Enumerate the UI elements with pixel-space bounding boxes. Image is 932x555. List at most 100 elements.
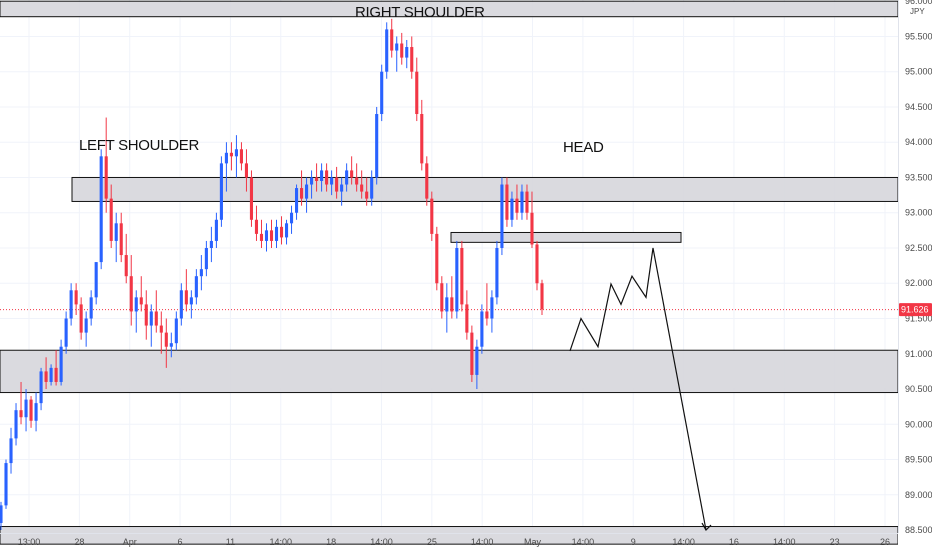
- candle-body: [375, 114, 379, 178]
- candle-body: [129, 276, 133, 312]
- time-tick-label: 28: [74, 537, 84, 547]
- time-tick-label: Apr: [123, 537, 137, 547]
- candle-body: [34, 403, 38, 421]
- candle-body: [54, 367, 58, 382]
- candle-body: [480, 311, 484, 347]
- time-tick-label: 11: [226, 537, 235, 547]
- candle-body: [104, 156, 108, 199]
- candle-body: [264, 230, 269, 241]
- candle-body: [224, 152, 228, 164]
- last-price-badge: [899, 303, 932, 317]
- price-zone: [450, 231, 682, 243]
- price-tick-label: 91.500: [905, 314, 932, 324]
- candle-body: [475, 346, 479, 375]
- candle-body: [209, 240, 213, 248]
- candle-body: [470, 332, 474, 375]
- projection-path: [569, 247, 712, 532]
- time-tick-label: 14:00: [572, 537, 595, 547]
- candle-body: [525, 191, 529, 213]
- candle-body: [244, 163, 249, 178]
- price-axis[interactable]: JPY 96.000 95.500 95.000 94.500 94.000 93.500…: [898, 0, 932, 550]
- candle-body: [435, 233, 439, 284]
- candle-body: [495, 247, 499, 298]
- candle-body: [149, 311, 153, 326]
- candle-body: [340, 184, 344, 192]
- candle-body: [520, 191, 524, 213]
- candle-body: [19, 410, 23, 418]
- candle-body: [9, 438, 13, 464]
- price-axis-background: [898, 0, 932, 550]
- candle-body: [154, 311, 158, 326]
- candle-body: [144, 304, 148, 326]
- candle-body: [29, 399, 33, 421]
- candle-body: [440, 283, 444, 312]
- candles: [0, 18, 544, 531]
- time-tick-label: 14:00: [672, 537, 695, 547]
- candle-body: [355, 177, 359, 185]
- candle-body: [254, 219, 259, 234]
- candle-body: [380, 71, 384, 115]
- candle-body: [335, 177, 339, 192]
- candle-body: [450, 297, 454, 312]
- candle-body: [284, 223, 289, 238]
- time-axis[interactable]: 13:00 28 Apr 6 11 14:00 18 14:00 25 14:00 May 14:00…: [0, 533, 898, 548]
- candle-body: [164, 332, 168, 347]
- price-tick-label: 90.000: [905, 419, 932, 429]
- candle-body: [365, 191, 369, 199]
- candle-body: [89, 297, 93, 319]
- annotations: RIGHT SHOULDER LEFT SHOULDER HEAD: [79, 4, 604, 156]
- candle-body: [59, 346, 63, 382]
- candle-body: [385, 29, 389, 72]
- right-shoulder-label: RIGHT SHOULDER: [355, 4, 485, 21]
- candle-body: [505, 184, 509, 220]
- candle-body: [189, 297, 193, 305]
- candle-body: [24, 399, 28, 418]
- candle-body: [350, 170, 354, 178]
- candle-body: [204, 247, 208, 270]
- time-tick-label: 25: [427, 537, 437, 547]
- candle-body: [64, 318, 68, 347]
- candle-body: [294, 188, 299, 213]
- candle-body: [460, 247, 464, 305]
- candle-body: [515, 198, 519, 213]
- candle-body: [214, 219, 218, 241]
- candle-body: [199, 269, 203, 277]
- candle-body: [400, 43, 404, 58]
- price-tick-label: 95.500: [905, 31, 932, 41]
- candle-body: [360, 184, 364, 192]
- candle-body: [300, 188, 304, 199]
- candle-body: [174, 318, 178, 344]
- arrow-head: [701, 522, 712, 532]
- candle-body: [194, 276, 198, 298]
- candle-body: [49, 367, 53, 382]
- grid-lines: [0, 0, 898, 533]
- candle-body: [345, 170, 349, 185]
- time-tick-label: 9: [631, 537, 636, 547]
- price-tick-label: 88.500: [905, 525, 932, 535]
- candle-body: [370, 177, 374, 199]
- candle-body: [445, 297, 449, 312]
- candle-body: [99, 156, 103, 263]
- time-tick-label: 18: [326, 537, 336, 547]
- time-tick-label: 6: [178, 537, 183, 547]
- candle-body: [259, 233, 264, 241]
- candle-body: [39, 371, 43, 404]
- price-tick-label: 95.000: [905, 67, 932, 77]
- head-label: HEAD: [563, 139, 604, 156]
- candle-body: [114, 223, 118, 241]
- candle-body: [279, 226, 284, 238]
- last-price-value: 91.626: [901, 305, 929, 315]
- candle-body: [530, 212, 534, 245]
- projection-line: [569, 247, 707, 531]
- candle-body: [330, 177, 334, 185]
- candle-body: [184, 290, 188, 305]
- candle-body: [305, 184, 309, 199]
- price-tick-label: 94.000: [905, 137, 932, 147]
- candle-body: [74, 290, 78, 305]
- price-tick-label: 96.000: [905, 0, 932, 6]
- price-zone: [71, 176, 899, 202]
- candle-body: [455, 247, 459, 312]
- candle-body: [79, 304, 83, 333]
